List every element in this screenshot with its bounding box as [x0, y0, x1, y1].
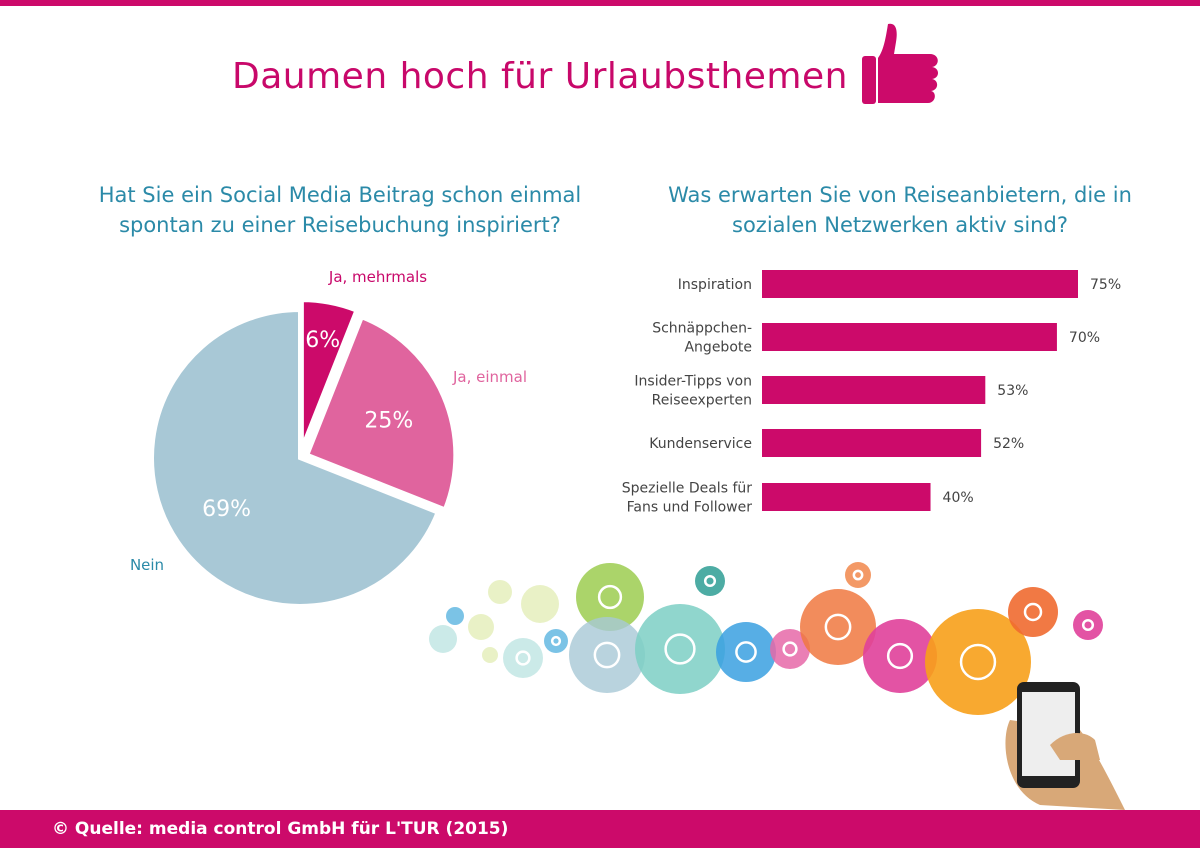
bar-category-label: Fans und Follower [627, 500, 753, 516]
bag-icon [503, 638, 543, 678]
star-icon-bubble [544, 629, 568, 653]
pie-category-label: Ja, einmal [452, 368, 527, 386]
share-icon [1073, 610, 1103, 640]
home-pin-icon-glyph [824, 613, 852, 641]
source-note: © Quelle: media control GmbH für L'TUR (… [52, 819, 509, 839]
bag-icon-bubble [503, 638, 543, 678]
chat-icon-bubble [576, 563, 644, 631]
pie-category-label: Nein [130, 556, 164, 574]
bar-value-label: 70% [1069, 330, 1100, 346]
settings-icon [770, 629, 810, 669]
music-icon-bubble [716, 622, 776, 682]
chat-icon [576, 563, 644, 631]
settings-icon-glyph [782, 641, 798, 657]
globe-icon [863, 619, 937, 693]
music-icon-glyph [735, 641, 757, 663]
bubble-dot [521, 585, 559, 623]
microphone-icon [845, 562, 871, 588]
bar-chart: 75% Inspiration 70% Schnäppchen- Angebote 53%… [622, 270, 1121, 516]
bar-value-label: 53% [997, 383, 1028, 399]
pie-value-label: 6% [305, 328, 340, 353]
bar-value-label: 75% [1090, 277, 1121, 293]
bubble-dot [446, 607, 464, 625]
laptop-icon-glyph [664, 633, 696, 665]
phone-icon-glyph [593, 641, 621, 669]
bar-category-label: Insider-Tipps von [634, 374, 752, 390]
pie-question: Hat Sie ein Social Media Beitrag schon e… [98, 183, 582, 237]
gear-icon-bubble [695, 566, 725, 596]
cloud-icon [1008, 587, 1058, 637]
chat-icon-glyph [597, 584, 623, 610]
decorative-bubble [446, 607, 464, 625]
microphone-icon-bubble [845, 562, 871, 588]
bar-category-label: Schnäppchen- [652, 321, 752, 337]
gear-icon [695, 566, 725, 596]
bar-value-label: 52% [993, 436, 1024, 452]
bubble-dot [488, 580, 512, 604]
bar-category-label: Reiseexperten [652, 393, 752, 409]
share-icon-bubble [1073, 610, 1103, 640]
people-chat-icon [925, 609, 1031, 715]
bar-category-label: Angebote [684, 340, 752, 356]
bar [762, 323, 1057, 351]
pie-category-label: Ja, mehrmals [328, 268, 427, 286]
gear-icon-glyph [703, 574, 717, 588]
decorative-bubble [488, 580, 512, 604]
cloud-icon-bubble [1008, 587, 1058, 637]
bar-category-label: Inspiration [678, 277, 752, 293]
pie-value-label: 25% [364, 409, 413, 434]
footer-bar: © Quelle: media control GmbH für L'TUR (… [0, 810, 1200, 848]
bar [762, 376, 986, 404]
pie-slice [299, 298, 359, 449]
share-icon-glyph [1081, 618, 1095, 632]
phone-screen [1022, 692, 1075, 776]
people-chat-icon-bubble [925, 609, 1031, 715]
bar-value-label: 40% [943, 490, 974, 506]
settings-icon-bubble [770, 629, 810, 669]
pie-slice [304, 314, 458, 512]
music-icon [716, 622, 776, 682]
laptop-icon-bubble [635, 604, 725, 694]
decorative-bubble [468, 614, 494, 640]
bar-category-label: Spezielle Deals für [622, 481, 752, 497]
globe-icon-bubble [863, 619, 937, 693]
bubble-dot [482, 647, 498, 663]
laptop-icon [635, 604, 725, 694]
pie-value-label: 69% [202, 497, 251, 522]
smartphone-in-hand-icon [1005, 682, 1125, 810]
decorative-bubble [521, 585, 559, 623]
thumb [1050, 733, 1100, 760]
home-pin-icon [800, 589, 876, 665]
pie-slice [150, 307, 441, 608]
bar-category-label: Kundenservice [649, 436, 752, 452]
decorative-bubble [429, 625, 457, 653]
globe-icon-glyph [886, 642, 914, 670]
cloud-icon-glyph [1023, 602, 1043, 622]
thumbs-up-icon [862, 23, 938, 104]
bar [762, 429, 982, 457]
bar-question: Was erwarten Sie von Reiseanbietern, die… [668, 183, 1132, 237]
phone-icon-bubble [569, 617, 645, 693]
bubble-dot [429, 625, 457, 653]
bag-icon-glyph [515, 650, 531, 666]
star-icon [544, 629, 568, 653]
star-icon-glyph [550, 635, 562, 647]
microphone-icon-glyph [852, 569, 864, 581]
home-pin-icon-bubble [800, 589, 876, 665]
phone-icon [569, 617, 645, 693]
pie-chart: 6% Ja, mehrmals 25% Ja, einmal 69% Nein [130, 268, 527, 608]
bubble-dot [468, 614, 494, 640]
page-title: Daumen hoch für Urlaubsthemen [232, 56, 848, 97]
decorative-bubble [482, 647, 498, 663]
top-bar [0, 0, 1200, 6]
bar [762, 483, 931, 511]
bar [762, 270, 1078, 298]
people-chat-icon-glyph [959, 643, 997, 681]
